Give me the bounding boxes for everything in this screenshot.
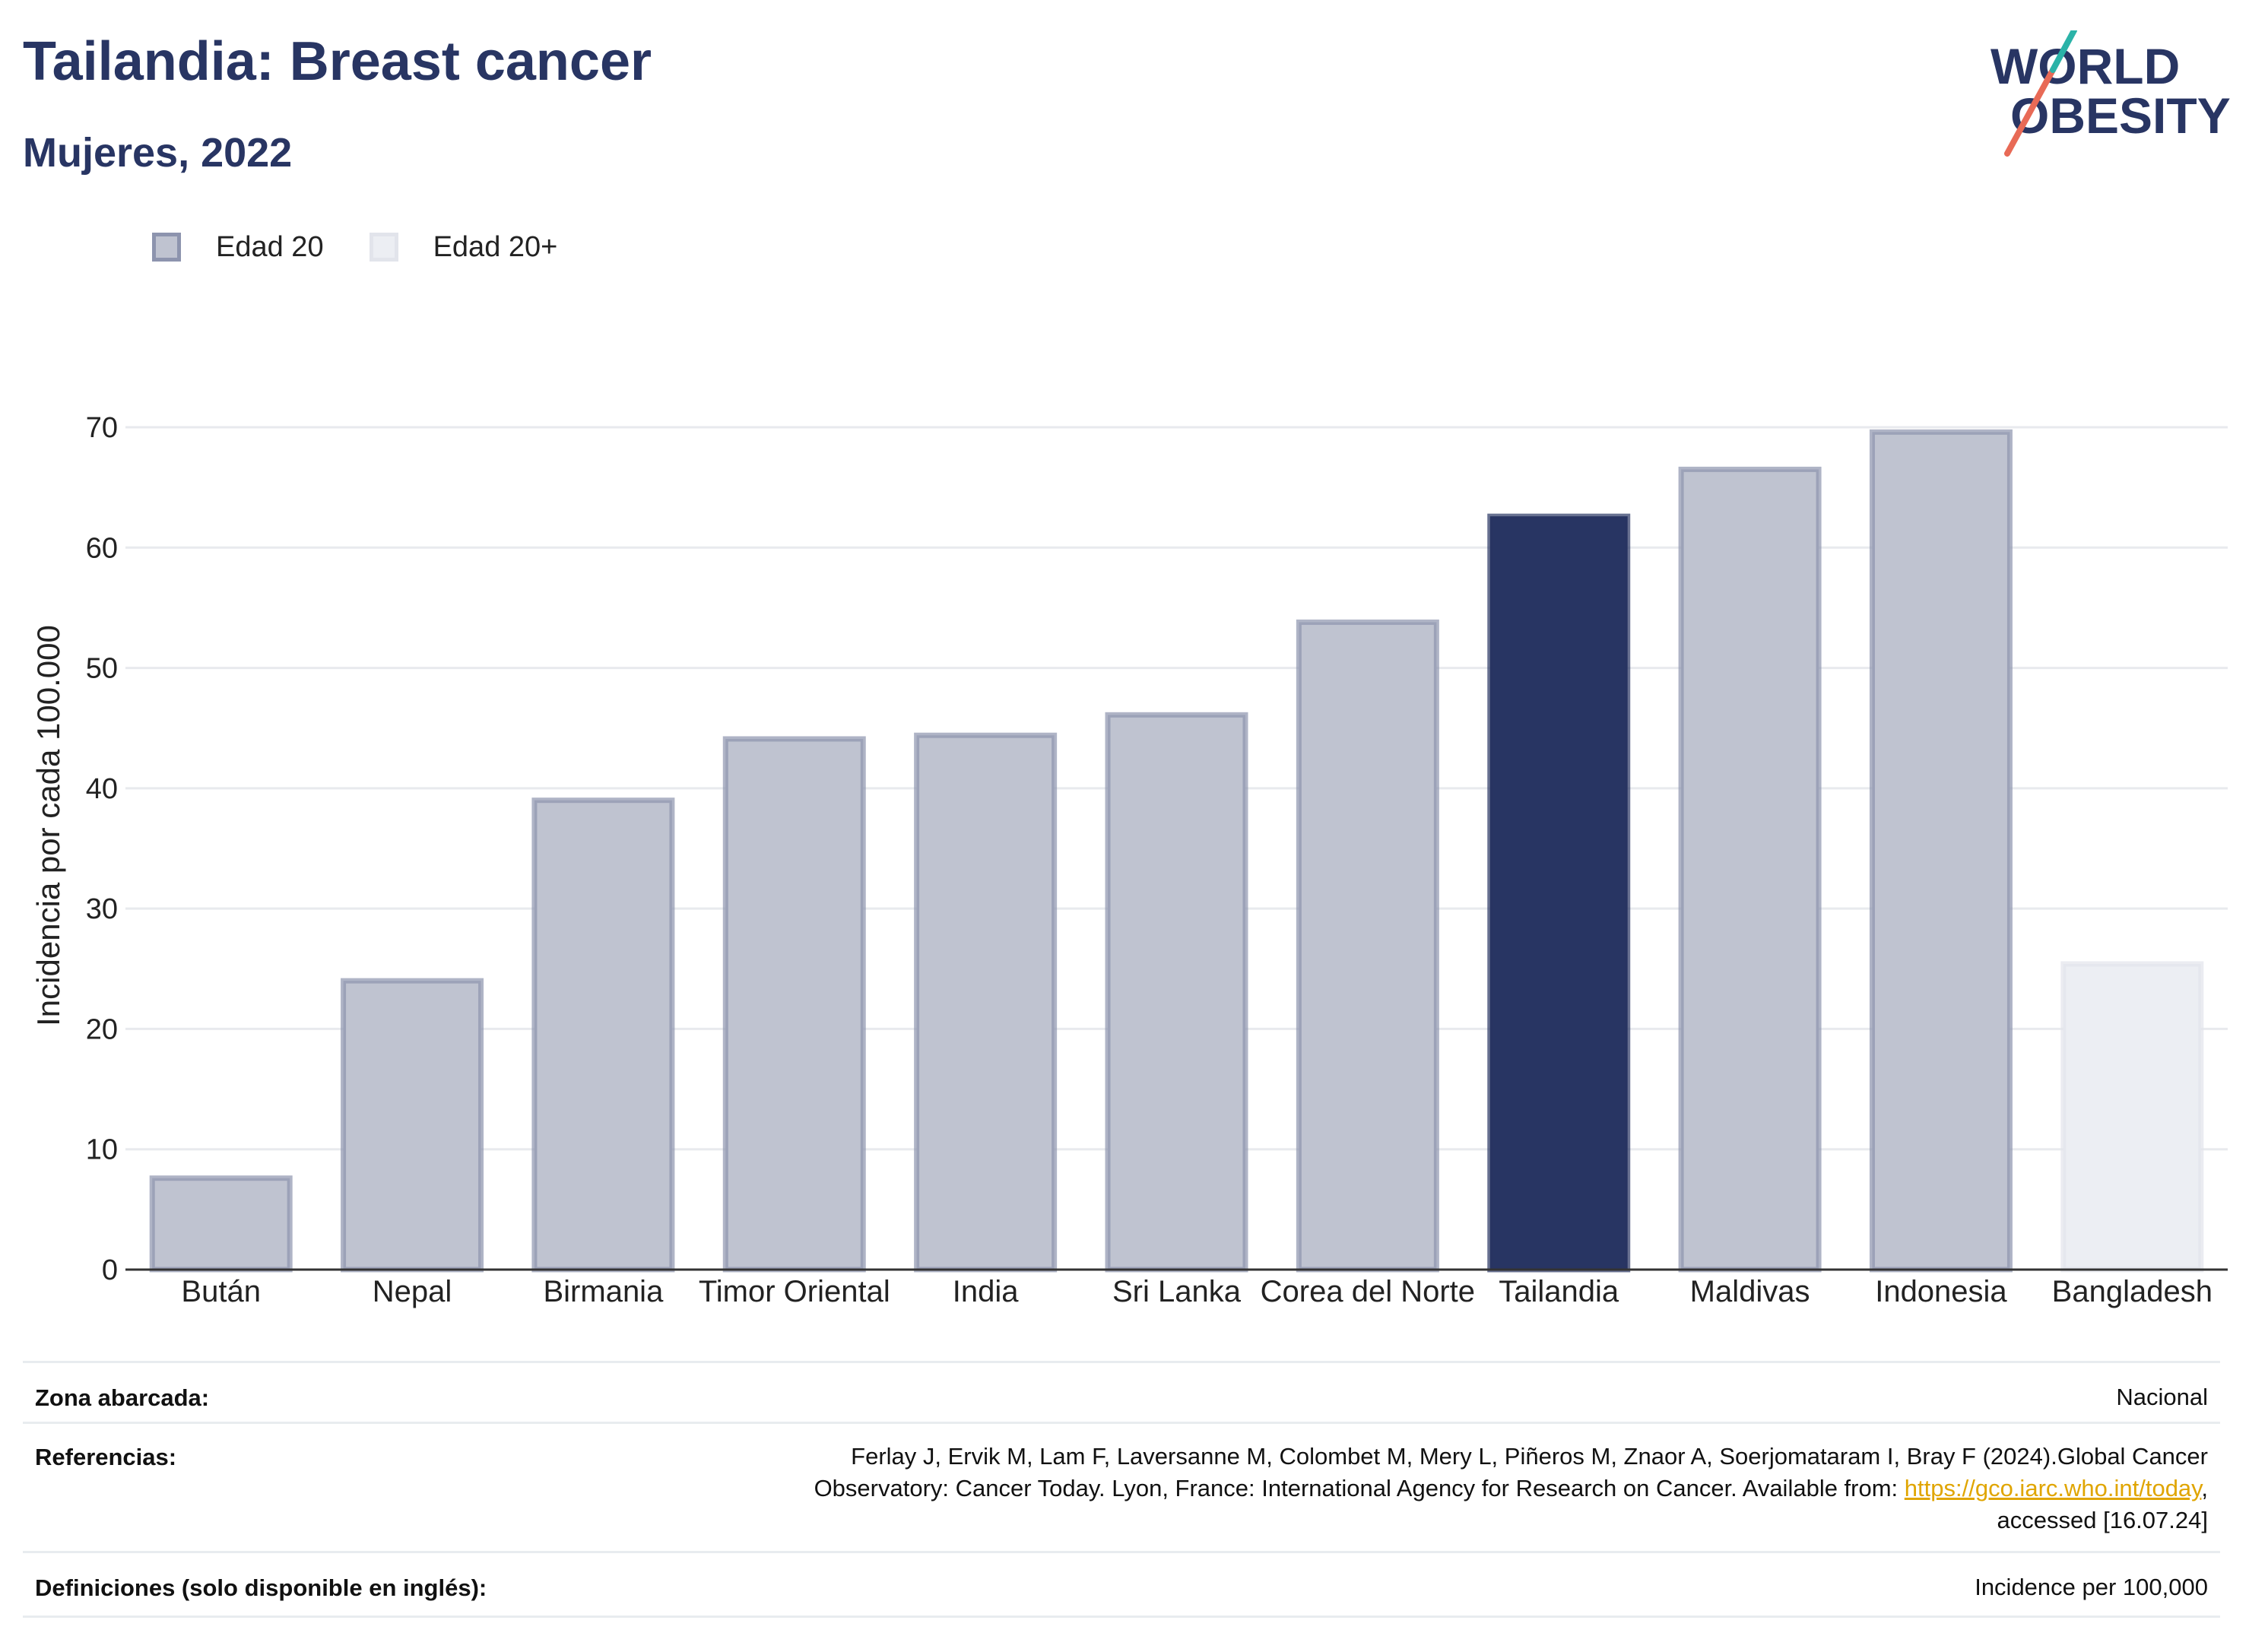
y-tick-label: 60	[86, 532, 118, 564]
bars	[149, 429, 2204, 1273]
legend: Edad 20 Edad 20+	[152, 224, 603, 270]
legend-label-edad20: Edad 20	[216, 230, 324, 263]
bar-timor-oriental[interactable]	[722, 736, 866, 1273]
footer-row-zona: Zona abarcada: Nacional	[23, 1361, 2220, 1424]
world-obesity-logo: WORLD OBESITY	[1990, 30, 2231, 157]
y-axis-label: Incidencia por cada 100.000	[30, 625, 66, 1026]
x-tick-labels: Bután Nepal Birmania Timor Oriental India Sri…	[181, 1275, 2213, 1308]
x-tick-label: Bután	[181, 1275, 261, 1308]
ref-link[interactable]: https://gco.iarc.who.int/today	[1904, 1475, 2202, 1501]
def-label: Definiciones (solo disponible en inglés)…	[35, 1574, 487, 1601]
bar-bután[interactable]	[149, 1175, 293, 1273]
chart-title: Tailandia: Breast cancer	[23, 31, 652, 92]
legend-item-edad20[interactable]: Edad 20	[152, 231, 324, 264]
footer-row-ref: Referencias: Ferlay J, Ervik M, Lam F, L…	[23, 1422, 2220, 1553]
x-tick-label: India	[953, 1275, 1019, 1308]
bar-bangladesh[interactable]	[2060, 961, 2204, 1273]
x-tick-label: Corea del Norte	[1261, 1275, 1475, 1308]
bar-maldivas[interactable]	[1678, 466, 1822, 1273]
bar-tailandia[interactable]	[1487, 513, 1631, 1273]
y-tick-label: 30	[86, 893, 118, 925]
ref-line2-post: ,	[2201, 1475, 2208, 1501]
x-tick-label: Nepal	[373, 1275, 452, 1308]
logo-slash-teal	[2050, 30, 2077, 73]
x-tick-label: Birmania	[543, 1275, 664, 1308]
ref-label: Referencias:	[35, 1444, 177, 1470]
bar-indonesia[interactable]	[1869, 429, 2013, 1273]
bar-corea-del-norte[interactable]	[1296, 619, 1439, 1273]
logo-line1: WORLD	[1990, 38, 2180, 94]
y-tick-label: 20	[86, 1013, 118, 1045]
zona-value: Nacional	[2116, 1384, 2208, 1410]
bar-sri-lanka[interactable]	[1105, 712, 1248, 1273]
x-tick-label: Bangladesh	[2052, 1275, 2213, 1308]
logo-line2: OBESITY	[2010, 87, 2231, 144]
x-tick-label: Maldivas	[1690, 1275, 1810, 1308]
def-value: Incidence per 100,000	[1975, 1574, 2208, 1600]
legend-swatch-edad20plus	[369, 233, 398, 262]
chart-subtitle: Mujeres, 2022	[23, 130, 293, 176]
x-tick-label: Timor Oriental	[699, 1275, 890, 1308]
footer-row-def: Definiciones (solo disponible en inglés)…	[23, 1551, 2220, 1618]
bar-nepal[interactable]	[341, 978, 484, 1273]
bar-india[interactable]	[914, 732, 1058, 1273]
x-tick-label: Indonesia	[1875, 1275, 2007, 1308]
legend-label-edad20plus: Edad 20+	[433, 230, 558, 263]
ref-line3: accessed [16.07.24]	[1997, 1507, 2208, 1533]
legend-swatch-edad20	[152, 233, 181, 262]
ref-line2-pre: Observatory: Cancer Today. Lyon, France:…	[814, 1475, 1905, 1501]
y-tick-labels: 0 10 20 30 40 50 60 70	[86, 412, 118, 1286]
y-tick-label: 40	[86, 773, 118, 805]
bar-chart: 0 10 20 30 40 50 60 70 Bután Nepal Birmania Timor …	[30, 412, 2228, 1308]
y-tick-label: 0	[102, 1254, 118, 1286]
x-tick-label: Tailandia	[1499, 1275, 1619, 1308]
ref-line2: Observatory: Cancer Today. Lyon, France:…	[814, 1473, 2208, 1505]
bar-birmania[interactable]	[531, 797, 675, 1273]
zona-label: Zona abarcada:	[35, 1384, 210, 1411]
ref-line1: Ferlay J, Ervik M, Lam F, Laversanne M, …	[851, 1443, 2208, 1470]
ref-value: Ferlay J, Ervik M, Lam F, Laversanne M, …	[814, 1441, 2208, 1536]
x-tick-label: Sri Lanka	[1112, 1275, 1242, 1308]
y-tick-label: 10	[86, 1134, 118, 1166]
y-tick-label: 70	[86, 412, 118, 444]
y-tick-label: 50	[86, 653, 118, 685]
logo-slash-red	[2004, 67, 2056, 157]
legend-item-edad20plus[interactable]: Edad 20+	[369, 230, 558, 264]
